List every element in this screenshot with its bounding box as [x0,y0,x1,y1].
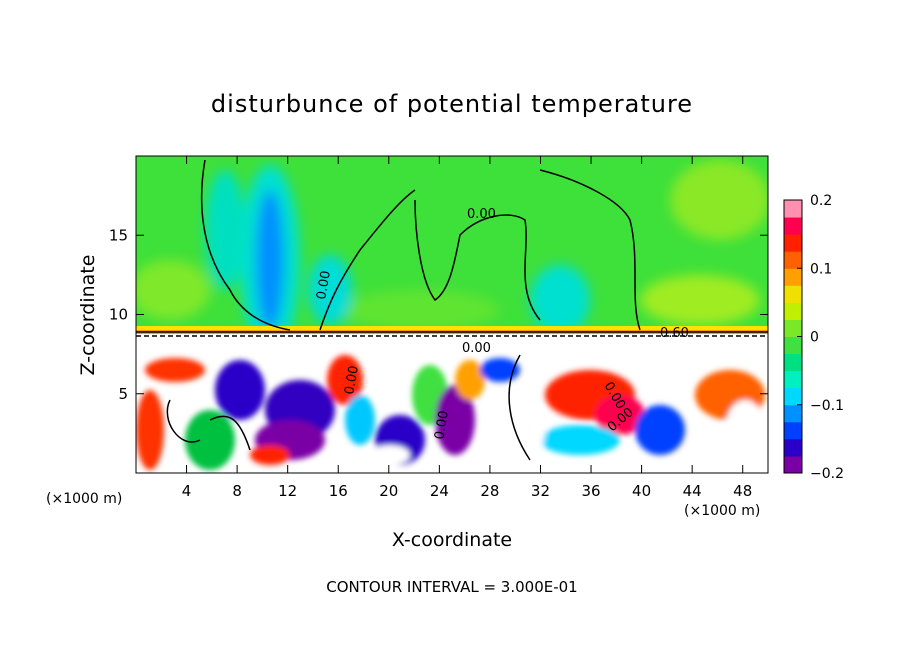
x-tick-label: 48 [733,482,752,500]
contour-label: 0.60 [660,326,689,341]
contour-label: 0.00 [462,341,491,356]
colorbar-swatch [784,251,802,269]
y-axis: 5 10 15 [109,226,768,403]
colorbar-tick-label: 0.1 [810,261,832,277]
colorbar-axis: −0.2 −0.1 0 0.1 0.2 [797,193,844,482]
x-tick-label: 12 [278,482,297,500]
heatmap-field [136,156,768,473]
contour-lines [136,159,768,461]
y-axis-label: Z-coordinate [77,255,99,376]
x-unit-label-right: (×1000 m) [684,503,760,519]
colorbar-swatch [784,234,802,252]
colorbar-swatch [784,404,802,423]
x-tick-label: 36 [581,482,600,500]
colorbar-swatch [784,370,802,389]
colorbar-swatch [784,319,802,337]
colorbar-swatch [784,353,802,372]
contour-label-group: 0.000.000.000.000.000.000.000.60 [314,207,689,441]
contour-label: 0.00 [342,365,362,396]
colorbar-swatch [784,438,802,457]
x-tick-label: 20 [379,482,398,500]
colorbar-swatch [784,285,802,303]
contour-interval-note: CONTOUR INTERVAL = 3.000E-01 [326,578,577,596]
contour-label: 0.00 [467,207,496,222]
colorbar-tick-label: −0.1 [810,398,844,414]
colorbar-tick-label: 0 [810,330,819,346]
colorbar-swatch [784,200,802,218]
colorbar-swatch [784,421,802,440]
x-tick-label: 44 [683,482,702,500]
x-tick-label: 16 [329,482,348,500]
y-tick-label: 15 [109,226,128,244]
x-axis: 4 8 12 16 20 24 28 32 36 40 44 48 [182,156,752,500]
y-tick-label: 10 [109,306,128,324]
x-tick-label: 4 [182,482,192,500]
colorbar-swatch [784,268,802,286]
x-tick-label: 8 [232,482,242,500]
colorbar-swatch [784,336,802,355]
contour-label: 0.00 [432,410,452,441]
colorbar-swatch [784,455,802,474]
x-tick-label: 32 [531,482,550,500]
x-tick-label: 28 [480,482,499,500]
contour-label: 0.00 [314,270,334,301]
colorbar-swatch [784,217,802,235]
colorbar-tick-label: −0.2 [810,466,844,482]
colorbar-swatch [784,302,802,320]
chart-title: disturbunce of potential temperature [211,90,693,118]
x-unit-label-left: (×1000 m) [46,491,122,507]
x-tick-label: 24 [430,482,449,500]
colorbar-swatch [784,387,802,406]
x-axis-label: X-coordinate [392,529,512,551]
x-tick-label: 40 [632,482,651,500]
colorbar [783,199,803,474]
colorbar-tick-label: 0.2 [810,193,832,209]
warm-band [136,326,768,332]
y-tick-label: 5 [118,385,128,403]
